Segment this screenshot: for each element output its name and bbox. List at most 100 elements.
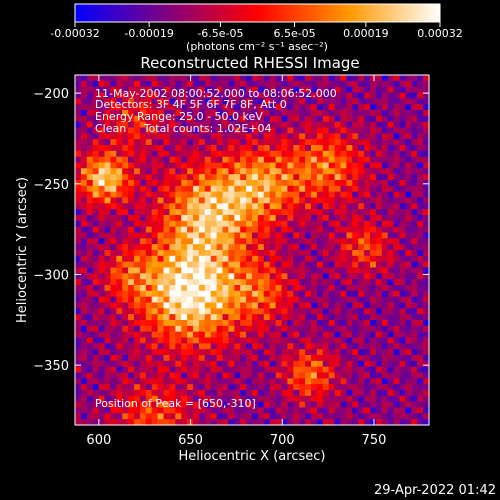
heatmap-cell	[163, 378, 170, 385]
heatmap-cell	[128, 337, 135, 344]
heatmap-cell	[222, 419, 229, 426]
heatmap-cell	[375, 366, 383, 374]
heatmap-cell	[216, 75, 224, 82]
heatmap-cell	[322, 390, 330, 397]
heatmap-cell	[157, 174, 165, 181]
heatmap-cell	[263, 366, 271, 374]
heatmap-cell	[181, 162, 188, 169]
heatmap-cell	[358, 75, 365, 82]
heatmap-cell	[163, 290, 170, 298]
heatmap-cell	[116, 98, 123, 105]
heatmap-cell	[322, 320, 330, 327]
heatmap-cell	[104, 372, 111, 379]
heatmap-cell	[175, 285, 182, 292]
heatmap-cell	[169, 407, 176, 414]
heatmap-cell	[293, 115, 300, 123]
heatmap-cell	[122, 360, 129, 368]
heatmap-cell	[399, 360, 406, 368]
heatmap-cell	[411, 110, 418, 117]
heatmap-cell	[293, 401, 300, 409]
heatmap-cell	[417, 86, 424, 94]
heatmap-cell	[269, 343, 277, 350]
heatmap-cell	[393, 191, 401, 199]
heatmap-cell	[328, 203, 336, 210]
heatmap-cell	[128, 273, 135, 280]
heatmap-cell	[287, 384, 294, 391]
heatmap-cell	[145, 92, 153, 99]
heatmap-cell	[352, 355, 359, 362]
heatmap-cell	[92, 104, 100, 111]
heatmap-cell	[134, 156, 141, 164]
heatmap-cell	[311, 325, 318, 333]
heatmap-cell	[370, 121, 377, 129]
heatmap-cell	[98, 349, 106, 356]
heatmap-cell	[151, 401, 159, 409]
heatmap-cell	[269, 180, 277, 187]
heatmap-cell	[257, 337, 265, 344]
heatmap-cell	[228, 180, 235, 187]
heatmap-cell	[198, 104, 206, 111]
heatmap-cell	[411, 98, 418, 105]
heatmap-cell	[423, 384, 430, 391]
heatmap-cell	[80, 244, 88, 251]
heatmap-cell	[257, 349, 265, 356]
heatmap-cell	[393, 244, 401, 251]
heatmap-cell	[299, 343, 306, 350]
heatmap-cell	[269, 419, 277, 426]
heatmap-cell	[193, 92, 200, 99]
heatmap-cell	[198, 209, 206, 216]
heatmap-cell	[234, 273, 241, 280]
heatmap-cell	[393, 226, 401, 234]
heatmap-cell	[116, 255, 123, 263]
heatmap-cell	[352, 215, 359, 222]
heatmap-cell	[151, 98, 159, 105]
heatmap-cell	[187, 110, 194, 117]
heatmap-cell	[80, 285, 88, 292]
heatmap-cell	[193, 320, 200, 327]
heatmap-cell	[387, 384, 395, 391]
heatmap-cell	[411, 325, 418, 333]
heatmap-cell	[293, 384, 300, 391]
heatmap-cell	[358, 244, 365, 251]
heatmap-cell	[240, 407, 247, 414]
heatmap-cell	[387, 401, 395, 409]
heatmap-cell	[104, 168, 111, 175]
heatmap-cell	[269, 308, 277, 315]
heatmap-cell	[346, 168, 353, 175]
heatmap-cell	[116, 121, 123, 129]
heatmap-cell	[145, 80, 153, 88]
heatmap-cell	[393, 355, 401, 362]
heatmap-cell	[405, 226, 412, 234]
heatmap-cell	[122, 273, 129, 280]
heatmap-cell	[228, 220, 235, 228]
heatmap-cell	[299, 308, 306, 315]
heatmap-cell	[411, 127, 418, 134]
heatmap-cell	[181, 395, 188, 403]
heatmap-cell	[405, 180, 412, 187]
heatmap-cell	[228, 355, 235, 362]
heatmap-cell	[92, 220, 100, 228]
heatmap-cell	[169, 220, 176, 228]
heatmap-cell	[328, 395, 336, 403]
heatmap-cell	[145, 366, 153, 374]
heatmap-cell	[181, 127, 188, 134]
heatmap-cell	[293, 337, 300, 344]
heatmap-cell	[181, 308, 188, 315]
heatmap-cell	[169, 255, 176, 263]
heatmap-cell	[381, 238, 389, 245]
heatmap-cell	[299, 75, 306, 82]
heatmap-cell	[405, 372, 412, 379]
heatmap-cell	[275, 255, 283, 263]
heatmap-cell	[198, 285, 206, 292]
heatmap-cell	[139, 197, 147, 204]
heatmap-cell	[163, 355, 170, 362]
heatmap-cell	[86, 121, 94, 129]
heatmap-cell	[393, 267, 401, 274]
heatmap-cell	[80, 413, 88, 420]
heatmap-cell	[151, 133, 159, 140]
heatmap-cell	[257, 261, 265, 269]
heatmap-cell	[269, 215, 277, 222]
heatmap-cell	[222, 168, 229, 175]
heatmap-cell	[352, 174, 359, 181]
heatmap-cell	[139, 185, 147, 193]
